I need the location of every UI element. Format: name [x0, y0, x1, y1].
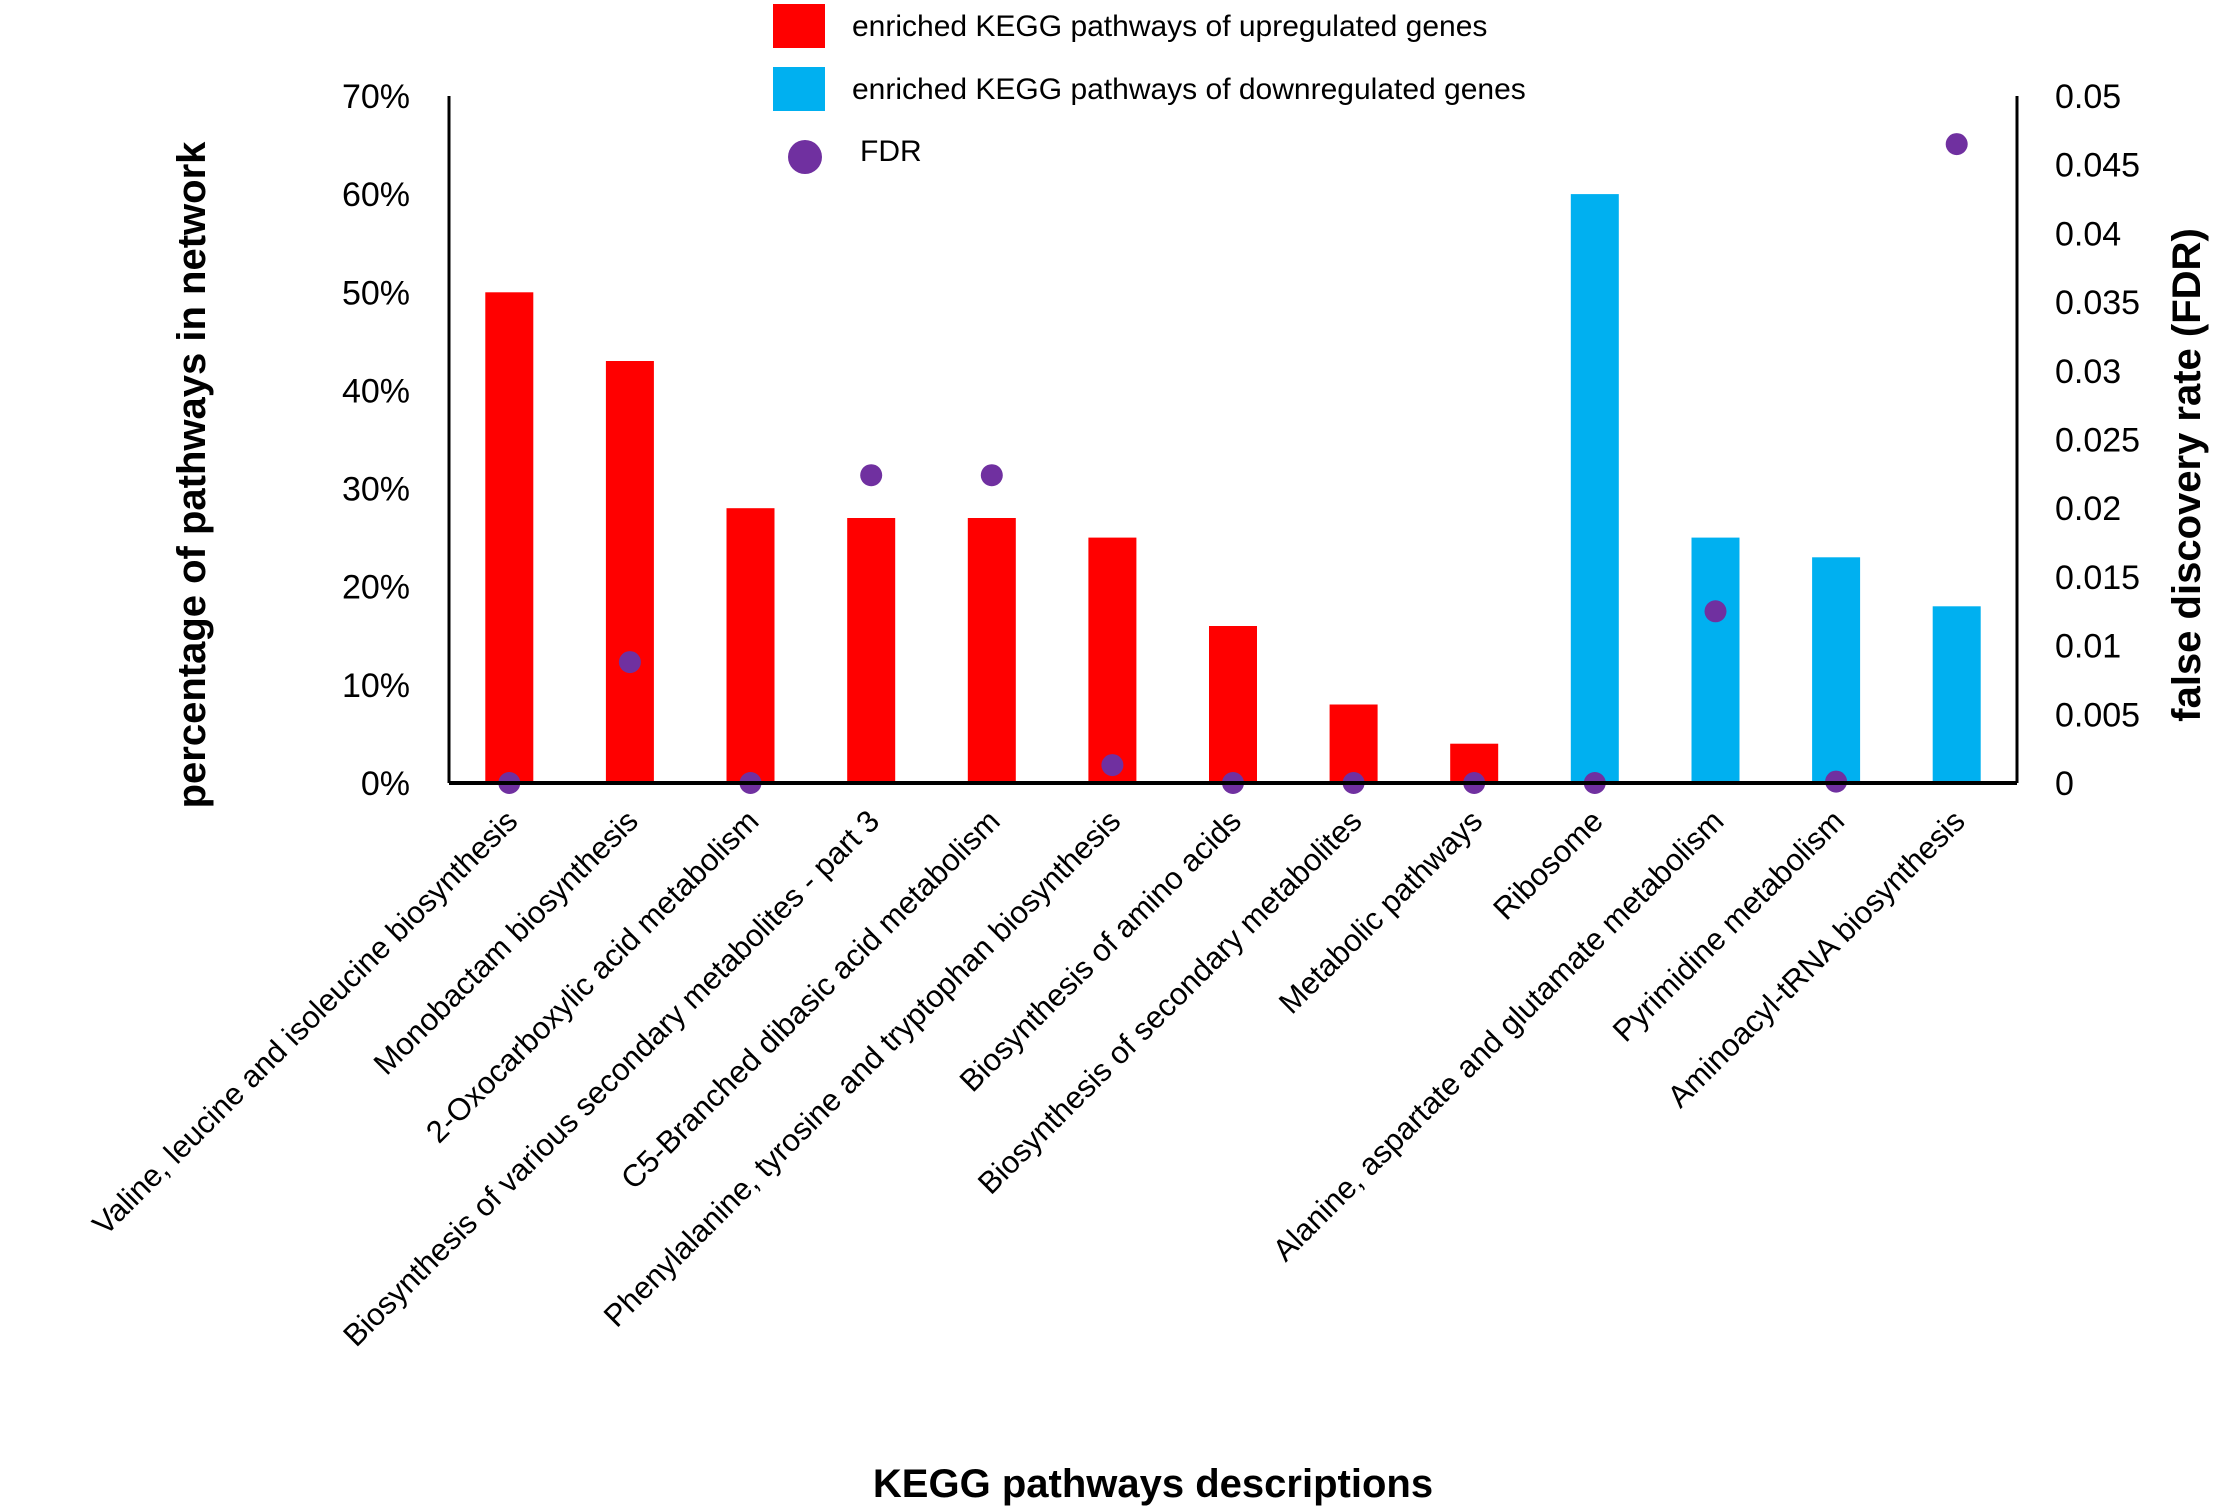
legend-label-down: enriched KEGG pathways of downregulated … — [852, 73, 1526, 106]
bar-7 — [1209, 626, 1257, 783]
y-tick-label: 60% — [342, 176, 410, 214]
fdr-point-13 — [1945, 133, 1968, 156]
y-tick-label: 20% — [342, 569, 410, 607]
bar-6 — [1088, 537, 1137, 783]
right-axis-ticks: 0 0.005 0.01 0.015 0.02 0.025 0.03 0.035 0.04 0.0… — [2055, 78, 2140, 803]
category-label: Ribosome — [1486, 803, 1609, 926]
y-tick-label: 40% — [342, 372, 410, 410]
category-label: Metabolic pathways — [1272, 803, 1489, 1020]
bar-4 — [847, 518, 896, 783]
y-tick-label: 30% — [342, 471, 410, 509]
fdr-point-5 — [980, 464, 1003, 487]
legend: enriched KEGG pathways of upregulated ge… — [773, 4, 1526, 174]
legend-swatch-fdr — [788, 140, 822, 174]
category-label: Valine, leucine and isoleucine biosynthe… — [86, 803, 525, 1242]
y-tick-label: 0% — [361, 765, 410, 803]
y2-tick-label: 0.025 — [2055, 422, 2140, 460]
y-tick-label: 10% — [342, 667, 410, 705]
y-axis-title: percentage of pathways in network — [170, 141, 214, 809]
y-tick-label: 70% — [342, 78, 410, 116]
bar-1 — [485, 292, 534, 783]
y2-tick-label: 0.01 — [2055, 628, 2121, 666]
y2-tick-label: 0.045 — [2055, 147, 2140, 185]
axes — [447, 96, 2019, 785]
bar-2 — [605, 361, 654, 783]
y2-tick-label: 0.035 — [2055, 284, 2140, 322]
bar-13 — [1932, 606, 1981, 783]
bars — [485, 194, 1981, 784]
bar-3 — [726, 508, 775, 783]
legend-swatch-down — [773, 67, 825, 111]
fdr-point-11 — [1704, 600, 1727, 623]
y2-tick-label: 0.02 — [2055, 490, 2121, 528]
y2-tick-label: 0 — [2055, 765, 2074, 803]
fdr-points — [498, 133, 1968, 794]
bar-12 — [1812, 557, 1861, 783]
legend-swatch-up — [773, 4, 825, 48]
fdr-point-4 — [860, 464, 883, 487]
category-label: Alanine, aspartate and glutamate metabol… — [1266, 803, 1731, 1268]
fdr-point-2 — [618, 651, 641, 674]
y2-tick-label: 0.05 — [2055, 78, 2121, 116]
bar-10 — [1570, 194, 1619, 784]
y2-tick-label: 0.005 — [2055, 696, 2140, 734]
y2-tick-label: 0.03 — [2055, 353, 2121, 391]
legend-label-fdr: FDR — [860, 135, 922, 168]
bar-8 — [1329, 704, 1378, 783]
left-axis-ticks: 0% 10% 20% 30% 40% 50% 60% 70% — [342, 78, 410, 803]
y2-axis-title: false discovery rate (FDR) — [2165, 228, 2209, 722]
y2-tick-label: 0.015 — [2055, 559, 2140, 597]
category-labels: Valine, leucine and isoleucine biosynthe… — [86, 803, 1972, 1353]
bar-11 — [1691, 537, 1740, 783]
legend-label-up: enriched KEGG pathways of upregulated ge… — [852, 10, 1487, 43]
category-label: Pyrimidine metabolism — [1606, 803, 1851, 1048]
bar-5 — [967, 518, 1016, 783]
fdr-point-6 — [1101, 754, 1124, 777]
x-axis-title: KEGG pathways descriptions — [873, 1462, 1433, 1506]
y-tick-label: 50% — [342, 274, 410, 312]
y2-tick-label: 0.04 — [2055, 215, 2121, 253]
